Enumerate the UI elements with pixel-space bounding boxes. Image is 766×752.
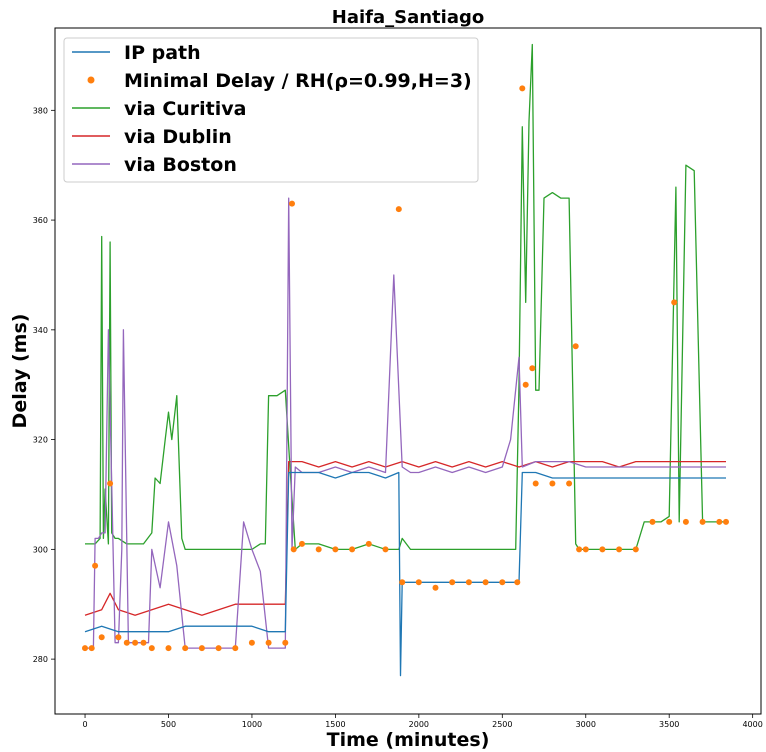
data-point-minimal-delay-rh-0-99-h-3 — [98, 634, 105, 641]
y-tick-label: 380 — [33, 106, 48, 115]
data-point-minimal-delay-rh-0-99-h-3 — [399, 579, 406, 586]
legend-label-minimal-delay: Minimal Delay / RH(ρ=0.99,H=3) — [124, 70, 472, 92]
x-tick-label: 2500 — [492, 720, 512, 729]
data-point-minimal-delay-rh-0-99-h-3 — [671, 299, 678, 306]
data-point-minimal-delay-rh-0-99-h-3 — [215, 645, 222, 652]
data-point-minimal-delay-rh-0-99-h-3 — [282, 639, 289, 646]
data-point-minimal-delay-rh-0-99-h-3 — [449, 579, 456, 586]
data-point-minimal-delay-rh-0-99-h-3 — [123, 639, 130, 646]
data-point-minimal-delay-rh-0-99-h-3 — [289, 200, 295, 207]
ticks-layer: 0 500 1000 1500 2000 2500 3000 3500 4000 280 300 32… — [33, 106, 763, 729]
legend-entry-via-curitiva: via Curitiva — [72, 98, 247, 120]
data-point-minimal-delay-rh-0-99-h-3 — [522, 381, 529, 388]
data-point-minimal-delay-rh-0-99-h-3 — [499, 579, 506, 586]
series-line-ip-path — [84, 471, 726, 677]
x-tick-label: 1000 — [242, 720, 262, 729]
data-point-minimal-delay-rh-0-99-h-3 — [465, 579, 472, 586]
legend: IP path Minimal Delay / RH(ρ=0.99,H=3) v… — [63, 37, 479, 183]
data-point-minimal-delay-rh-0-99-h-3 — [140, 639, 147, 646]
data-point-minimal-delay-rh-0-99-h-3 — [572, 343, 579, 350]
legend-swatch-minimal-delay — [87, 76, 95, 84]
data-point-minimal-delay-rh-0-99-h-3 — [482, 579, 489, 586]
data-point-minimal-delay-rh-0-99-h-3 — [529, 365, 536, 372]
series-line-via-boston — [85, 197, 726, 649]
data-point-minimal-delay-rh-0-99-h-3 — [532, 480, 539, 487]
data-point-minimal-delay-rh-0-99-h-3 — [382, 546, 389, 553]
y-tick-label: 360 — [33, 216, 48, 225]
data-point-minimal-delay-rh-0-99-h-3 — [198, 645, 205, 652]
y-tick-label: 320 — [33, 436, 48, 445]
x-tick-label: 3000 — [576, 720, 596, 729]
series-minimal-delay-rh-0-99-h-3 — [82, 85, 729, 652]
data-point-minimal-delay-rh-0-99-h-3 — [549, 480, 556, 487]
data-point-minimal-delay-rh-0-99-h-3 — [666, 518, 673, 525]
x-tick-label: 500 — [161, 720, 176, 729]
legend-label-ip-path: IP path — [124, 42, 201, 64]
data-point-minimal-delay-rh-0-99-h-3 — [107, 480, 114, 487]
data-point-minimal-delay-rh-0-99-h-3 — [165, 645, 172, 652]
legend-entry-via-boston: via Boston — [72, 154, 237, 176]
x-tick-label: 2000 — [409, 720, 429, 729]
series-layer — [82, 43, 729, 677]
data-point-minimal-delay-rh-0-99-h-3 — [432, 584, 439, 591]
data-point-minimal-delay-rh-0-99-h-3 — [299, 540, 305, 547]
y-tick-label: 340 — [33, 326, 48, 335]
legend-entry-via-dublin: via Dublin — [72, 126, 232, 148]
x-tick-label: 4000 — [742, 720, 762, 729]
data-point-minimal-delay-rh-0-99-h-3 — [723, 518, 729, 525]
data-point-minimal-delay-rh-0-99-h-3 — [248, 639, 255, 646]
legend-box — [63, 37, 479, 183]
data-point-minimal-delay-rh-0-99-h-3 — [649, 518, 656, 525]
data-point-minimal-delay-rh-0-99-h-3 — [599, 546, 606, 553]
legend-label-via-dublin: via Dublin — [124, 126, 232, 148]
y-tick-label: 280 — [33, 655, 48, 664]
y-axis-label: Delay (ms) — [9, 314, 31, 429]
data-point-minimal-delay-rh-0-99-h-3 — [88, 645, 95, 652]
data-point-minimal-delay-rh-0-99-h-3 — [82, 645, 88, 652]
x-tick-label: 3500 — [659, 720, 679, 729]
data-point-minimal-delay-rh-0-99-h-3 — [290, 546, 297, 553]
legend-entry-minimal-delay: Minimal Delay / RH(ρ=0.99,H=3) — [87, 70, 472, 92]
data-point-minimal-delay-rh-0-99-h-3 — [365, 540, 372, 547]
data-point-minimal-delay-rh-0-99-h-3 — [315, 546, 322, 553]
data-point-minimal-delay-rh-0-99-h-3 — [519, 85, 526, 92]
data-point-minimal-delay-rh-0-99-h-3 — [616, 546, 623, 553]
data-point-minimal-delay-rh-0-99-h-3 — [132, 639, 139, 646]
x-tick-label: 1500 — [325, 720, 345, 729]
data-point-minimal-delay-rh-0-99-h-3 — [182, 645, 189, 652]
data-point-minimal-delay-rh-0-99-h-3 — [395, 206, 402, 213]
data-point-minimal-delay-rh-0-99-h-3 — [699, 518, 706, 525]
data-point-minimal-delay-rh-0-99-h-3 — [148, 645, 155, 652]
data-point-minimal-delay-rh-0-99-h-3 — [566, 480, 573, 487]
legend-label-via-boston: via Boston — [124, 154, 237, 176]
data-point-minimal-delay-rh-0-99-h-3 — [576, 546, 583, 553]
x-axis-label: Time (minutes) — [327, 729, 490, 751]
data-point-minimal-delay-rh-0-99-h-3 — [349, 546, 356, 553]
x-tick-label: 0 — [82, 720, 87, 729]
data-point-minimal-delay-rh-0-99-h-3 — [332, 546, 339, 553]
data-point-minimal-delay-rh-0-99-h-3 — [115, 634, 122, 641]
data-point-minimal-delay-rh-0-99-h-3 — [265, 639, 272, 646]
series-via-boston — [85, 197, 726, 649]
series-ip-path — [84, 471, 726, 677]
data-point-minimal-delay-rh-0-99-h-3 — [682, 518, 689, 525]
y-tick-label: 300 — [33, 545, 48, 554]
legend-entry-ip-path: IP path — [72, 42, 201, 64]
data-point-minimal-delay-rh-0-99-h-3 — [582, 546, 589, 553]
data-point-minimal-delay-rh-0-99-h-3 — [514, 579, 521, 586]
data-point-minimal-delay-rh-0-99-h-3 — [632, 546, 639, 553]
legend-label-via-curitiva: via Curitiva — [124, 98, 247, 120]
chart-title: Haifa_Santiago — [332, 7, 484, 28]
data-point-minimal-delay-rh-0-99-h-3 — [716, 518, 723, 525]
data-point-minimal-delay-rh-0-99-h-3 — [92, 562, 99, 569]
data-point-minimal-delay-rh-0-99-h-3 — [232, 645, 239, 652]
data-point-minimal-delay-rh-0-99-h-3 — [415, 579, 422, 586]
